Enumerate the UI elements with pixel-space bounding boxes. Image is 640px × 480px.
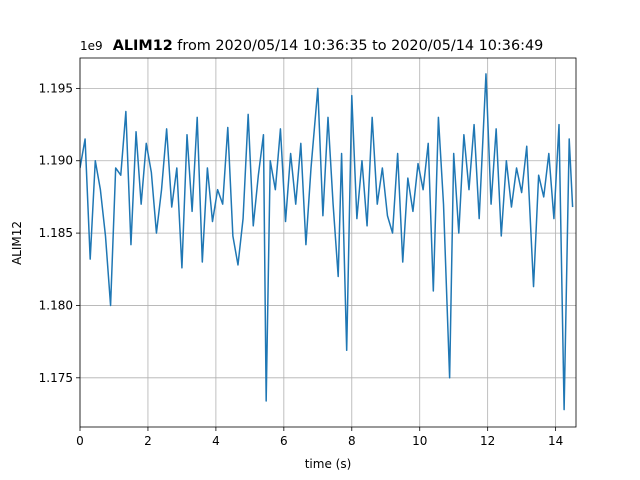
x-tick-label: 8 (348, 434, 356, 448)
x-tick-label: 2 (144, 434, 152, 448)
y-axis-label: ALIM12 (10, 221, 24, 265)
x-tick-label: 0 (76, 434, 84, 448)
x-tick-label: 10 (412, 434, 427, 448)
title-bold: ALIM12 (113, 38, 173, 54)
x-axis-label: time (s) (305, 457, 352, 471)
y-tick-label: 1.180 (39, 298, 73, 312)
x-tick-label: 14 (548, 434, 563, 448)
y-tick-label: 1.195 (39, 81, 73, 95)
x-tick-label: 6 (280, 434, 288, 448)
y-tick-label: 1.190 (39, 154, 73, 168)
y-tick-label: 1.175 (39, 371, 73, 385)
line-series (80, 73, 574, 411)
title-rest: from 2020/05/14 10:36:35 to 2020/05/14 1… (173, 38, 544, 54)
x-tick-label: 12 (480, 434, 495, 448)
plot-frame (79, 57, 577, 428)
y-offset-label: 1e9 (80, 39, 103, 53)
y-tick-label: 1.185 (39, 226, 73, 240)
chart-title: ALIM12 from 2020/05/14 10:36:35 to 2020/… (113, 38, 544, 54)
x-tick-label: 4 (212, 434, 220, 448)
